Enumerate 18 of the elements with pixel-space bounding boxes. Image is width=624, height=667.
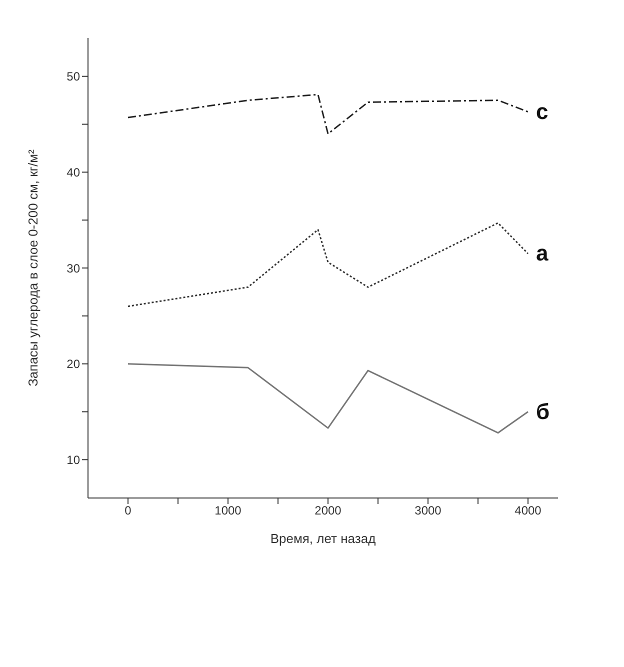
line-series xyxy=(127,222,529,308)
x-tick-label: 0 xyxy=(124,504,132,518)
y-tick-label: 20 xyxy=(66,357,80,372)
x-tick-label: 1000 xyxy=(214,504,242,518)
y-tick-label: 40 xyxy=(66,165,80,180)
x-tick-label: 3000 xyxy=(414,504,442,518)
y-tick-label: 10 xyxy=(66,452,80,467)
x-axis-title: Время, лет назад xyxy=(270,531,376,546)
series-label: с xyxy=(536,98,548,124)
series-label: а xyxy=(536,240,549,266)
y-tick-label: 50 xyxy=(66,70,80,84)
x-tick-label: 2000 xyxy=(314,504,342,518)
line-series xyxy=(127,94,529,135)
line-series xyxy=(127,363,529,434)
y-axis-title: Запасы углерода в слое 0-200 см, кг/м² xyxy=(26,148,41,386)
x-tick-label: 4000 xyxy=(514,504,542,518)
y-tick-label: 30 xyxy=(66,261,80,276)
series-label: б xyxy=(536,398,550,424)
